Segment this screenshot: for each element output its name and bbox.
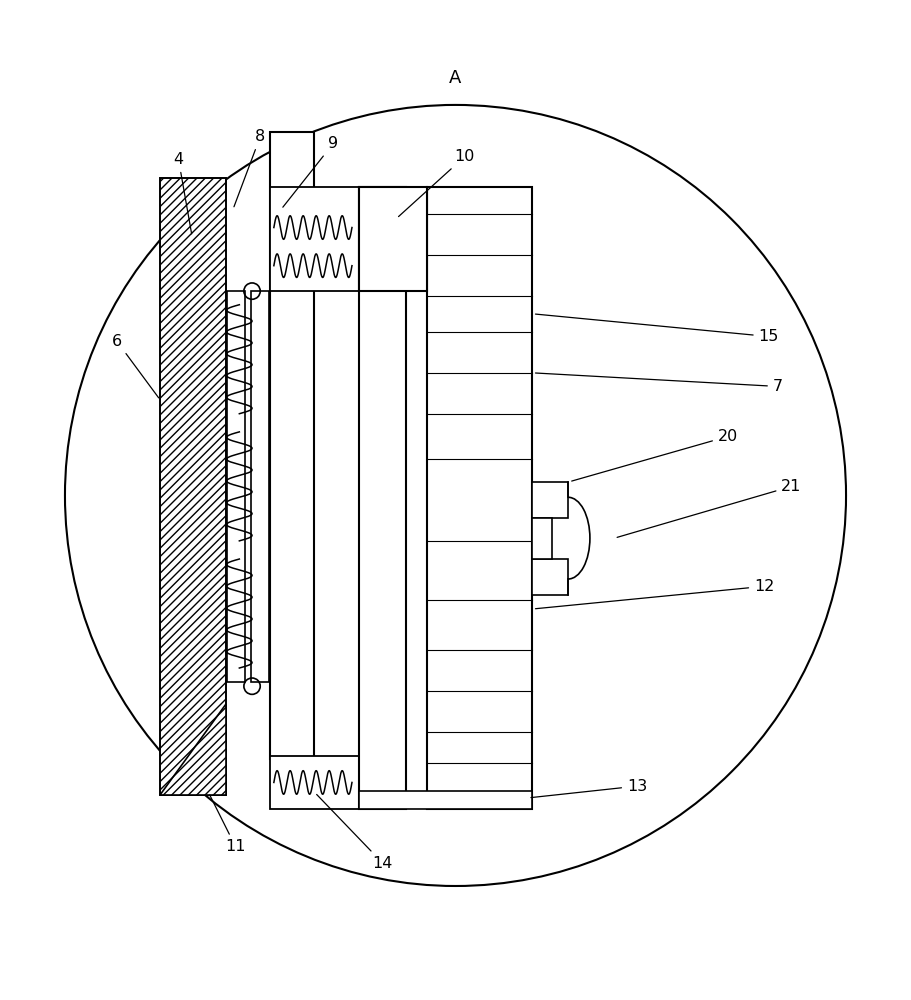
Bar <box>359 187 427 291</box>
Text: 7: 7 <box>536 373 783 394</box>
Bar <box>359 791 532 809</box>
Text: A: A <box>449 69 462 87</box>
Text: 4: 4 <box>173 152 191 234</box>
Bar <box>359 187 406 809</box>
Bar <box>427 187 532 809</box>
Text: 14: 14 <box>317 794 393 871</box>
Text: 13: 13 <box>531 779 648 798</box>
Bar <box>160 178 226 795</box>
Bar <box>271 756 359 809</box>
Polygon shape <box>160 704 226 795</box>
Text: 6: 6 <box>112 334 159 398</box>
Text: 11: 11 <box>210 795 246 854</box>
Bar <box>251 291 270 682</box>
Text: 9: 9 <box>282 136 338 207</box>
Text: 10: 10 <box>398 149 475 217</box>
Bar <box>271 187 359 291</box>
Text: 12: 12 <box>536 579 774 609</box>
Bar <box>532 559 568 595</box>
Text: 8: 8 <box>234 129 265 207</box>
Text: 21: 21 <box>617 479 802 537</box>
Bar <box>271 132 313 759</box>
Text: 20: 20 <box>572 429 738 481</box>
Bar <box>227 291 245 682</box>
Bar <box>532 518 552 559</box>
Text: 15: 15 <box>536 314 779 344</box>
Bar <box>532 482 568 518</box>
